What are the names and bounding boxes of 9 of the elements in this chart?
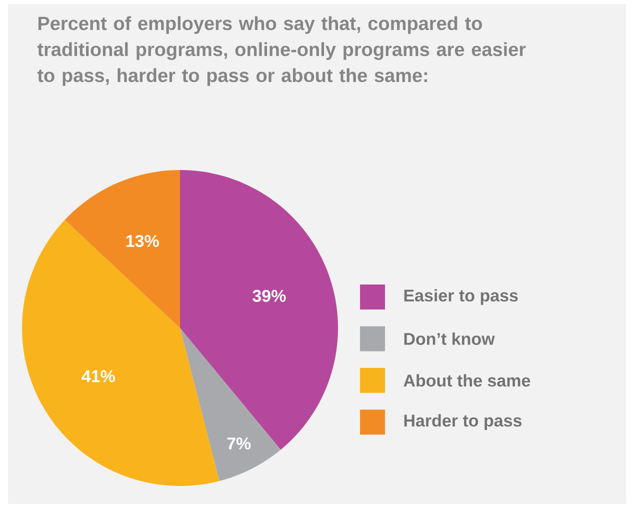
legend-label: About the same [404, 374, 530, 387]
data-label: 39% [252, 290, 286, 302]
legend-label: Harder to pass [404, 414, 522, 430]
chart-title: Percent of employers who say that, compared to traditional programs, online-only programs are easier to pass, harder to pass or about the same: [37, 16, 526, 86]
data-label: 7% [227, 437, 251, 450]
legend-label: Easier to pass [404, 289, 518, 305]
data-label: 13% [126, 234, 159, 248]
legend-label: Don’t know [404, 332, 495, 345]
data-label: 41% [82, 370, 115, 382]
